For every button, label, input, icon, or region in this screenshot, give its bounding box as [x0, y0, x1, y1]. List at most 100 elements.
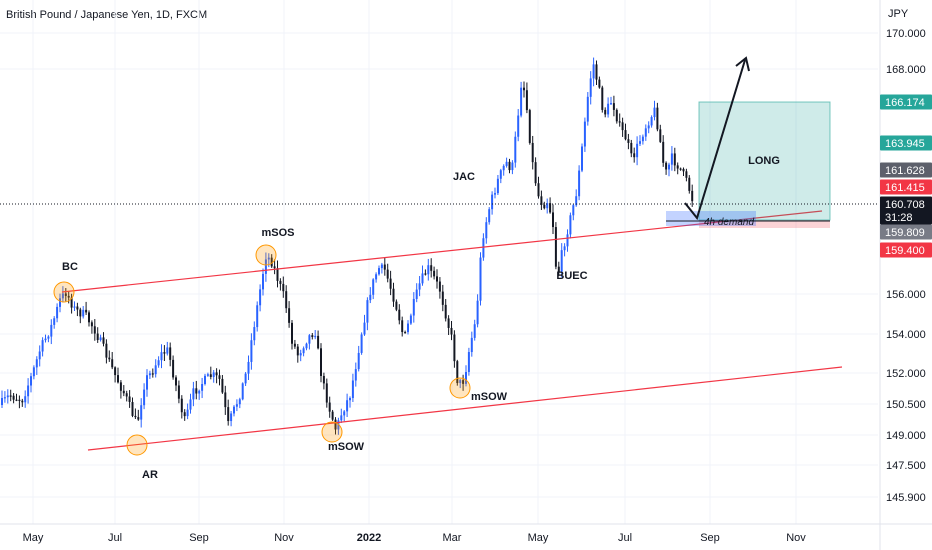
candle-body [1, 398, 3, 405]
price-tag-bg [880, 224, 932, 240]
candle-body [238, 399, 241, 405]
y-tick-label: 154.000 [886, 329, 926, 341]
price-tag-bg [880, 94, 932, 110]
candle-body [363, 322, 366, 335]
candle-body [143, 389, 146, 406]
candle-body [137, 417, 140, 420]
price-tag-label: 161.628 [885, 165, 925, 177]
candle-body [583, 121, 586, 147]
candle-body [64, 293, 67, 296]
candle-body [291, 322, 293, 344]
candle-body [444, 304, 447, 319]
candle-body [334, 419, 337, 430]
candle-body [456, 361, 459, 384]
candle-body [380, 264, 383, 269]
candle-body [621, 122, 624, 131]
candle-body [273, 266, 276, 269]
candle-body [436, 276, 438, 282]
candle-body [285, 291, 288, 309]
candle-body [424, 273, 427, 275]
candle-body [3, 397, 6, 399]
price-tag-bg [880, 196, 932, 225]
candle-body [589, 78, 592, 97]
candle-body [282, 283, 285, 292]
candle-body [676, 165, 679, 169]
candle-body [262, 273, 264, 290]
candle-body [279, 280, 282, 284]
annotation-label: BC [62, 261, 78, 273]
candle-body [131, 402, 134, 416]
x-tick-label: Jul [108, 532, 122, 544]
candle-body [485, 222, 488, 239]
pivot-marker [321, 421, 343, 443]
candle-body [172, 359, 175, 378]
annotation-label: AR [142, 469, 158, 481]
candle-body [215, 372, 218, 376]
candle-body [175, 377, 177, 386]
candle-body [244, 373, 247, 384]
candle-body [691, 190, 694, 202]
candle-body [322, 375, 325, 384]
candle-body [24, 396, 27, 403]
candle-body [534, 162, 537, 184]
candle-body [308, 335, 311, 344]
candle-body [378, 268, 380, 275]
price-tag-label: 160.708 [885, 199, 925, 211]
candle-body [540, 196, 543, 205]
candle-body [479, 257, 482, 301]
x-tick-label: 2022 [357, 532, 381, 544]
pivot-marker [449, 377, 471, 399]
candle-body [386, 269, 389, 279]
candle-body [447, 318, 450, 328]
long-target-zone [698, 101, 831, 221]
demand-zone [666, 211, 756, 226]
candle-body [224, 392, 227, 408]
candle-body [230, 413, 233, 422]
candle-body [264, 259, 267, 274]
candle-body [195, 388, 198, 394]
candle-body [549, 203, 552, 213]
candle-body [467, 352, 470, 372]
candle-body [470, 337, 473, 353]
candle-body [53, 318, 56, 325]
candle-body [415, 289, 418, 299]
candle-body [476, 300, 479, 325]
candle-body [459, 380, 462, 384]
y-tick-label: 145.900 [886, 492, 926, 504]
candle-body [537, 183, 540, 197]
candle-body [35, 359, 38, 368]
candle-body [398, 309, 401, 321]
candle-body [465, 371, 467, 384]
candle-body [90, 322, 93, 327]
candle-body [615, 109, 618, 122]
candle-body [552, 212, 554, 228]
candle-body [128, 396, 131, 403]
y-tick-label: 168.000 [886, 64, 926, 76]
candle-body [293, 343, 296, 347]
candle-body [288, 308, 291, 323]
candle-body [586, 96, 589, 122]
candle-body [369, 294, 372, 301]
candle-body [247, 361, 250, 374]
candle-body [412, 298, 415, 316]
candle-body [508, 161, 511, 171]
candle-body [296, 346, 299, 356]
candle-body [218, 375, 221, 379]
candle-body [647, 125, 650, 129]
annotation-label: 4h demand [704, 217, 754, 228]
candle-body [183, 412, 186, 417]
candle-body [575, 196, 578, 206]
candle-body [189, 399, 192, 410]
candle-body [404, 332, 407, 334]
candle-body [546, 203, 549, 209]
candle-body [357, 352, 360, 370]
candle-body [206, 374, 209, 376]
candle-body [659, 129, 662, 142]
candle-body [624, 130, 627, 140]
candle-body [578, 170, 581, 197]
annotation-label: BUEC [556, 270, 587, 282]
candle-body [520, 87, 523, 116]
candle-body [163, 352, 166, 354]
candle-body [421, 273, 424, 284]
